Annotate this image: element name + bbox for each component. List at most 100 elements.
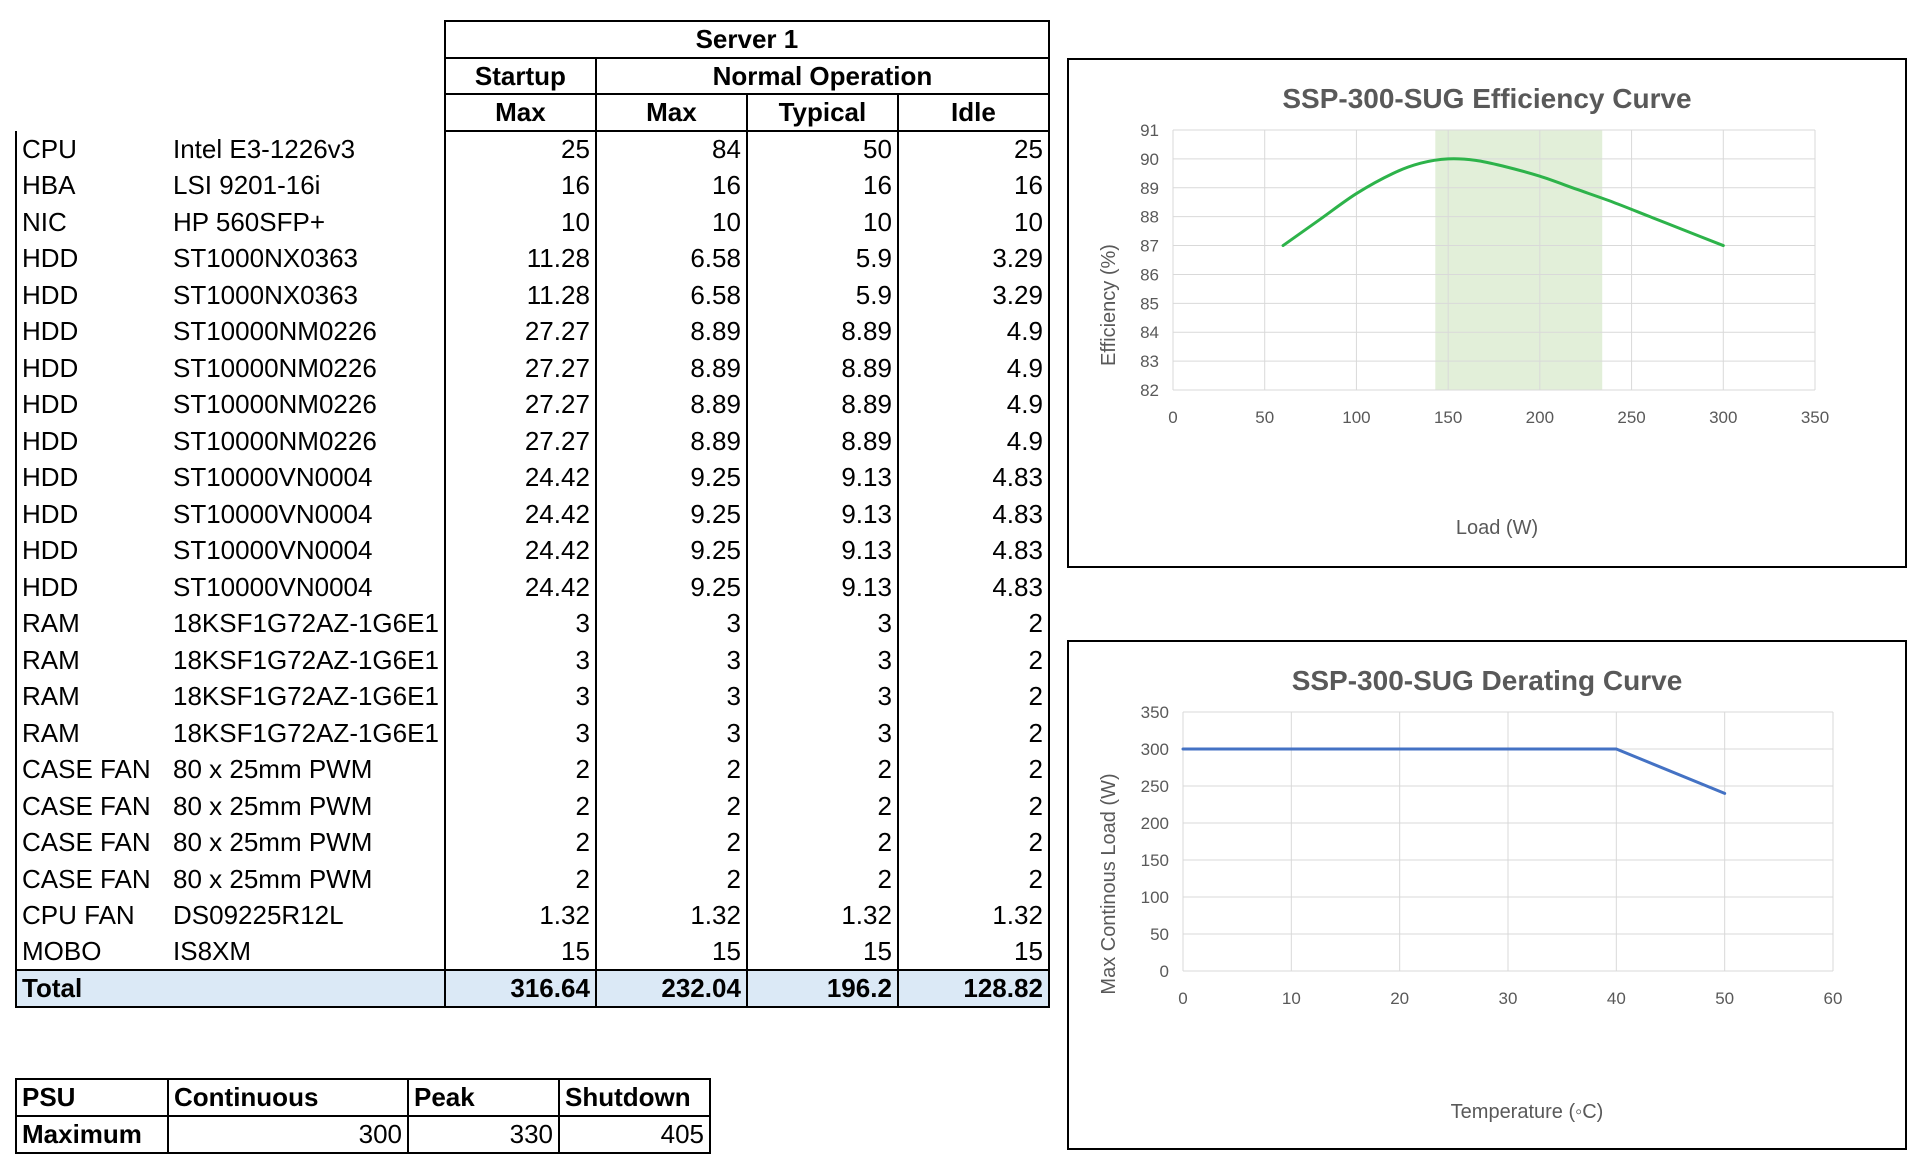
table-row: NIC HP 560SFP+ 10 10 10 10 bbox=[15, 203, 1050, 240]
idle-value: 2 bbox=[896, 678, 1050, 715]
component-model: ST10000NM0226 bbox=[173, 352, 377, 383]
table-row: HDD ST1000NX0363 11.28 6.58 5.9 3.29 bbox=[15, 276, 1050, 313]
max-value: 8.89 bbox=[594, 386, 747, 423]
component-type: CPU bbox=[15, 130, 168, 167]
typical-value: 8.89 bbox=[745, 313, 898, 350]
max-value: 3 bbox=[594, 678, 747, 715]
typical-value: 8.89 bbox=[745, 422, 898, 459]
psu-header-row: PSU Continuous Peak Shutdown bbox=[15, 1078, 711, 1117]
table-row: CASE FAN 80 x 25mm PWM 2 2 2 2 bbox=[15, 787, 1050, 824]
typical-value: 2 bbox=[745, 787, 898, 824]
typical-value: 5.9 bbox=[745, 276, 898, 313]
header-row-phase: Startup Normal Operation bbox=[16, 56, 1050, 95]
startup-max-value: 11.28 bbox=[443, 240, 596, 277]
idle-value: 4.83 bbox=[896, 459, 1050, 496]
table-row: HDD ST1000NX0363 11.28 6.58 5.9 3.29 bbox=[15, 240, 1050, 277]
component-model: ST10000VN0004 bbox=[173, 498, 373, 529]
idle-value: 2 bbox=[896, 751, 1050, 788]
table-row: CPU FAN DS09225R12L 1.32 1.32 1.32 1.32 bbox=[15, 897, 1050, 934]
max-value: 10 bbox=[594, 203, 747, 240]
component-model: ST10000NM0226 bbox=[173, 425, 377, 456]
startup-max-value: 10 bbox=[443, 203, 596, 240]
derating-x-tick-label: 10 bbox=[1282, 989, 1301, 1008]
startup-max-value: 2 bbox=[443, 860, 596, 897]
psu-maximum-row: Maximum 300 330 405 bbox=[15, 1115, 711, 1154]
component-model: ST10000VN0004 bbox=[173, 571, 373, 602]
psu-continuous-value: 300 bbox=[167, 1115, 409, 1154]
idle-value: 25 bbox=[896, 130, 1050, 167]
efficiency-x-tick-label: 350 bbox=[1801, 408, 1829, 427]
component-model: 18KSF1G72AZ-1G6E1 bbox=[173, 717, 439, 748]
derating-chart-svg: SSP-300-SUG Derating Curve Temperature (… bbox=[1098, 665, 1842, 1123]
continuous-header: Continuous bbox=[167, 1078, 409, 1117]
component-model: 18KSF1G72AZ-1G6E1 bbox=[173, 644, 439, 675]
component-model: ST10000NM0226 bbox=[173, 389, 377, 420]
component-type: HDD bbox=[15, 532, 168, 569]
component-type: HDD bbox=[15, 459, 168, 496]
max-value: 3 bbox=[594, 714, 747, 751]
derating-y-tick-label: 200 bbox=[1141, 814, 1169, 833]
max-value: 15 bbox=[594, 933, 747, 970]
typical-value: 15 bbox=[745, 933, 898, 970]
startup-max-value: 3 bbox=[443, 714, 596, 751]
derating-chart: SSP-300-SUG Derating Curve Temperature (… bbox=[1067, 640, 1907, 1150]
efficiency-x-tick-label: 100 bbox=[1342, 408, 1370, 427]
efficiency-y-tick-label: 89 bbox=[1140, 179, 1159, 198]
idle-value: 16 bbox=[896, 167, 1050, 204]
max-value: 8.89 bbox=[594, 422, 747, 459]
idle-value: 4.9 bbox=[896, 313, 1050, 350]
max-value: 16 bbox=[594, 167, 747, 204]
max-value: 2 bbox=[594, 787, 747, 824]
component-type: HDD bbox=[15, 313, 168, 350]
max-value: 9.25 bbox=[594, 532, 747, 569]
component-model: Intel E3-1226v3 bbox=[173, 133, 356, 164]
derating-y-tick-label: 100 bbox=[1141, 888, 1169, 907]
typical-value: 9.13 bbox=[745, 568, 898, 605]
idle-value: 2 bbox=[896, 860, 1050, 897]
max-value: 3 bbox=[594, 641, 747, 678]
component-type: RAM bbox=[15, 605, 168, 642]
component-model: HP 560SFP+ bbox=[173, 206, 326, 237]
derating-x-tick-label: 30 bbox=[1499, 989, 1518, 1008]
table-row: HDD ST10000NM0226 27.27 8.89 8.89 4.9 bbox=[15, 349, 1050, 386]
derating-x-tick-label: 40 bbox=[1607, 989, 1626, 1008]
table-row: RAM 18KSF1G72AZ-1G6E1 3 3 3 2 bbox=[15, 641, 1050, 678]
efficiency-x-tick-label: 150 bbox=[1434, 408, 1462, 427]
idle-value: 4.83 bbox=[896, 568, 1050, 605]
col-header-idle: Idle bbox=[896, 93, 1050, 132]
component-model: ST1000NX0363 bbox=[173, 243, 359, 274]
derating-y-tick-label: 150 bbox=[1141, 851, 1169, 870]
efficiency-y-tick-label: 88 bbox=[1140, 208, 1159, 227]
max-value: 2 bbox=[594, 751, 747, 788]
server-header: Server 1 bbox=[443, 20, 1050, 59]
total-typical: 196.2 bbox=[745, 969, 898, 1008]
table-row: RAM 18KSF1G72AZ-1G6E1 3 3 3 2 bbox=[15, 605, 1050, 642]
table-row: RAM 18KSF1G72AZ-1G6E1 3 3 3 2 bbox=[15, 714, 1050, 751]
table-row: HDD ST10000VN0004 24.42 9.25 9.13 4.83 bbox=[15, 459, 1050, 496]
component-model: 80 x 25mm PWM bbox=[173, 790, 373, 821]
total-label: Total bbox=[15, 969, 445, 1008]
typical-value: 2 bbox=[745, 751, 898, 788]
table-row: HDD ST10000NM0226 27.27 8.89 8.89 4.9 bbox=[15, 313, 1050, 350]
startup-max-value: 2 bbox=[443, 787, 596, 824]
derating-x-tick-label: 50 bbox=[1715, 989, 1734, 1008]
component-model: ST10000VN0004 bbox=[173, 535, 373, 566]
max-value: 9.25 bbox=[594, 495, 747, 532]
max-value: 8.89 bbox=[594, 349, 747, 386]
startup-max-value: 16 bbox=[443, 167, 596, 204]
max-value: 6.58 bbox=[594, 276, 747, 313]
component-type: CASE FAN bbox=[15, 787, 168, 824]
typical-value: 16 bbox=[745, 167, 898, 204]
max-value: 84 bbox=[594, 130, 747, 167]
component-model: IS8XM bbox=[173, 936, 252, 967]
peak-header: Peak bbox=[407, 1078, 560, 1117]
idle-value: 4.9 bbox=[896, 422, 1050, 459]
table-row: HDD ST10000VN0004 24.42 9.25 9.13 4.83 bbox=[15, 532, 1050, 569]
component-model: 80 x 25mm PWM bbox=[173, 863, 373, 894]
idle-value: 10 bbox=[896, 203, 1050, 240]
efficiency-chart-svg: SSP-300-SUG Efficiency Curve Load (W) Ef… bbox=[1098, 83, 1829, 539]
efficiency-x-tick-label: 200 bbox=[1526, 408, 1554, 427]
idle-value: 2 bbox=[896, 824, 1050, 861]
idle-value: 3.29 bbox=[896, 240, 1050, 277]
derating-chart-title: SSP-300-SUG Derating Curve bbox=[1292, 665, 1683, 696]
